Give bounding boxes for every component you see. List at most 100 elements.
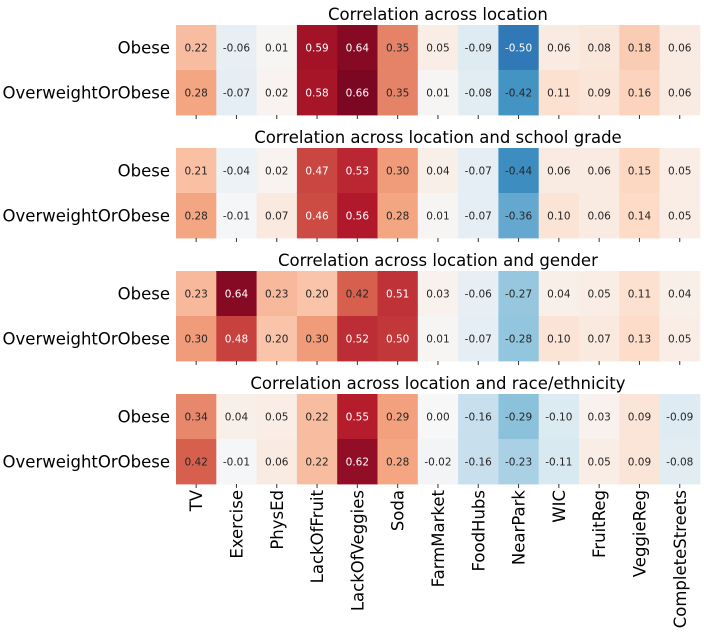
column-label: Exercise xyxy=(227,490,246,559)
cell-value: 0.05 xyxy=(668,211,691,223)
cell-value: 0.22 xyxy=(305,412,328,424)
cell-value: 0.05 xyxy=(426,43,449,55)
cell-value: 0.04 xyxy=(426,166,450,178)
heatmap-cell xyxy=(659,271,701,317)
heatmap-cell xyxy=(579,271,620,317)
cell-value: 0.04 xyxy=(547,289,571,301)
heatmap-cell xyxy=(256,70,298,116)
cell-value: 0.30 xyxy=(184,334,207,346)
heatmap-panel-4: Correlation across location and race/eth… xyxy=(3,374,701,488)
heatmap-cell xyxy=(458,271,499,317)
heatmap-cell xyxy=(538,148,580,194)
cell-value: 0.05 xyxy=(587,289,610,301)
heatmap-cell xyxy=(216,70,257,116)
heatmap-cell xyxy=(337,316,378,362)
heatmap-cell xyxy=(417,271,459,317)
heatmap-cell xyxy=(377,70,419,116)
heatmap-cell xyxy=(579,439,620,485)
heatmap-cell xyxy=(498,193,540,239)
cell-value: -0.06 xyxy=(223,43,250,55)
cell-value: 0.09 xyxy=(628,412,651,424)
heatmap-cell xyxy=(417,70,459,116)
cell-value: 0.06 xyxy=(668,88,692,100)
cell-value: 0.35 xyxy=(386,43,409,55)
cell-value: 0.10 xyxy=(547,334,570,346)
heatmap-cell xyxy=(176,25,217,71)
cell-value: 0.22 xyxy=(305,457,328,469)
heatmap-cell xyxy=(337,25,378,71)
heatmap-cell xyxy=(458,148,499,194)
heatmap-cell xyxy=(377,271,419,317)
heatmap-cell xyxy=(337,271,378,317)
cell-value: 0.01 xyxy=(426,334,449,346)
heatmap-cell xyxy=(216,394,257,440)
heatmap-cell xyxy=(579,148,620,194)
cell-value: 0.50 xyxy=(386,334,409,346)
cell-value: 0.05 xyxy=(668,166,691,178)
heatmap-cell xyxy=(538,193,580,239)
heatmap-cell xyxy=(579,394,620,440)
heatmap-cell xyxy=(377,316,419,362)
cell-value: 0.07 xyxy=(265,211,288,223)
heatmap-cell xyxy=(417,439,459,485)
cell-value: -0.42 xyxy=(505,88,532,100)
heatmap-cell xyxy=(417,148,459,194)
heatmap-cell xyxy=(538,316,580,362)
heatmap-cell xyxy=(659,193,701,239)
cell-value: -0.07 xyxy=(465,166,492,178)
cell-value: 0.16 xyxy=(628,88,652,100)
cell-value: 0.04 xyxy=(668,289,692,301)
heatmap-cell xyxy=(417,394,459,440)
heatmap-cell xyxy=(458,193,499,239)
cell-value: 0.06 xyxy=(587,166,611,178)
cell-value: 0.28 xyxy=(184,211,207,223)
cell-value: -0.01 xyxy=(223,211,250,223)
heatmap-cell xyxy=(579,193,620,239)
cell-value: 0.11 xyxy=(547,88,570,100)
cell-value: 0.01 xyxy=(426,88,449,100)
heatmap-cell xyxy=(417,193,459,239)
cell-value: 0.06 xyxy=(265,457,289,469)
heatmap-cell xyxy=(417,25,459,71)
cell-value: 0.28 xyxy=(386,211,409,223)
cell-value: 0.58 xyxy=(305,88,328,100)
cell-value: 0.30 xyxy=(386,166,409,178)
cell-value: -0.27 xyxy=(505,289,532,301)
heatmap-cell xyxy=(176,271,217,317)
cell-value: -0.29 xyxy=(505,412,532,424)
heatmap-cell xyxy=(296,193,338,239)
cell-value: 0.09 xyxy=(628,457,651,469)
heatmap-cell xyxy=(256,148,298,194)
heatmap-cell xyxy=(498,148,540,194)
heatmap-cell xyxy=(498,439,540,485)
cell-value: 0.66 xyxy=(346,88,370,100)
heatmap-cell xyxy=(579,316,620,362)
heatmap-cell xyxy=(659,316,701,362)
cell-value: 0.42 xyxy=(184,457,207,469)
cell-value: 0.10 xyxy=(547,211,570,223)
cell-value: -0.07 xyxy=(465,211,492,223)
heatmap-cell xyxy=(458,316,499,362)
heatmap-cell xyxy=(659,25,701,71)
heatmap-cell xyxy=(619,439,660,485)
heatmap-cell xyxy=(176,148,217,194)
column-label: FarmMarket xyxy=(429,489,448,587)
cell-value: -0.08 xyxy=(465,88,492,100)
panel-title: Correlation across location and gender xyxy=(278,251,598,270)
cell-value: 0.29 xyxy=(386,412,409,424)
heatmap-cell xyxy=(458,70,499,116)
cell-value: 0.55 xyxy=(346,412,369,424)
cell-value: 0.06 xyxy=(668,43,692,55)
cell-value: 0.08 xyxy=(587,43,610,55)
cell-value: -0.06 xyxy=(465,289,492,301)
column-label: PhysEd xyxy=(268,490,287,550)
cell-value: 0.01 xyxy=(426,211,449,223)
heatmap-cell xyxy=(619,394,660,440)
cell-value: -0.23 xyxy=(505,457,532,469)
heatmap-cell xyxy=(296,271,338,317)
cell-value: -0.04 xyxy=(223,166,250,178)
cell-value: 0.06 xyxy=(587,211,611,223)
cell-value: 0.22 xyxy=(184,43,207,55)
heatmap-cell xyxy=(538,271,580,317)
heatmap-cell xyxy=(176,193,217,239)
